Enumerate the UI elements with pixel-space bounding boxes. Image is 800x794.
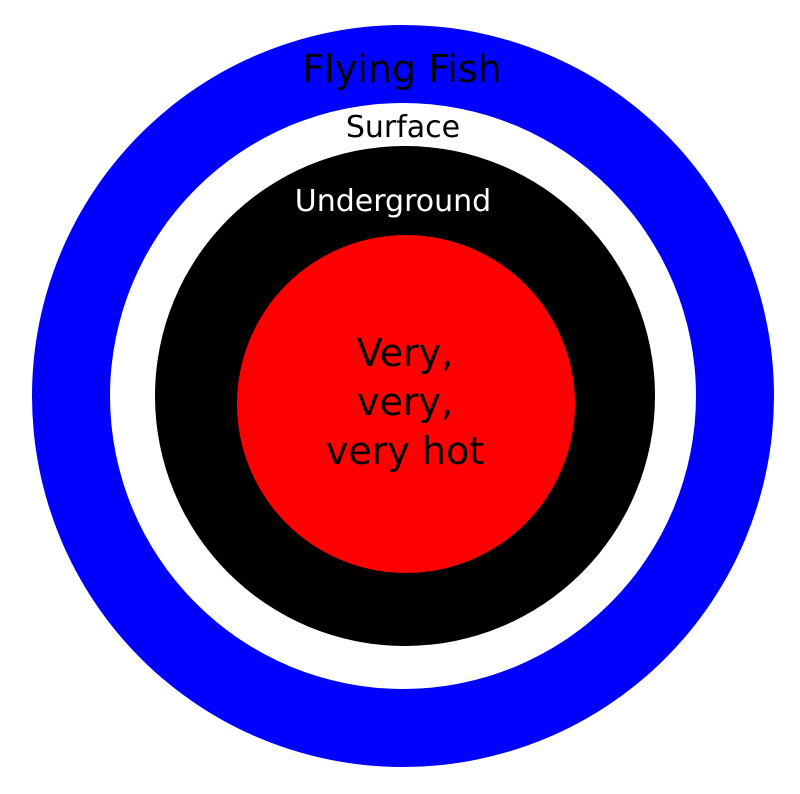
core-label-line-2: very,: [357, 380, 453, 424]
core-label-line-3: very hot: [326, 429, 484, 473]
flying-fish-label: Flying Fish: [302, 47, 501, 91]
core-circle: [237, 235, 575, 573]
core-label-line-1: Very,: [357, 331, 454, 375]
surface-label: Surface: [346, 110, 460, 145]
underground-label: Underground: [295, 184, 491, 219]
